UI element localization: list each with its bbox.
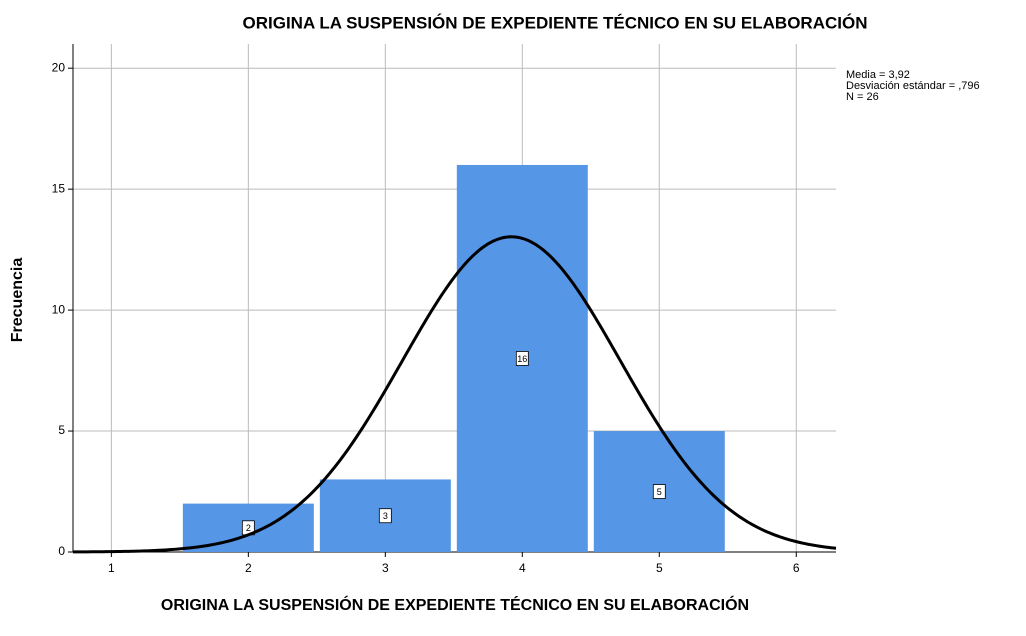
value-label: 3 [383,511,388,521]
y-tick-label: 20 [52,60,66,74]
value-label: 16 [517,354,527,364]
y-tick-label: 0 [58,544,65,558]
x-tick-label: 6 [793,561,800,575]
x-axis-label: ORIGINA LA SUSPENSIÓN DE EXPEDIENTE TÉCN… [160,597,750,614]
x-tick-label: 5 [656,561,663,575]
value-label-box [652,484,666,499]
x-tick-label: 3 [382,561,389,575]
value-label: 2 [246,523,251,533]
stats-text: N = 26 [846,91,879,103]
x-tick-label: 2 [245,561,252,575]
chart-title: ORIGINA LA SUSPENSIÓN DE EXPEDIENTE TÉCN… [243,13,868,32]
stats-text: Desviación estándar = ,796 [846,80,980,92]
value-label-box [515,351,529,366]
y-tick-label: 5 [58,423,65,437]
y-axis-label: Frecuencia [9,258,26,343]
value-label-box [378,508,392,524]
normal-curve [72,235,837,554]
value-label: 5 [657,487,662,497]
x-tick-label: 1 [108,561,115,575]
y-tick-label: 15 [52,181,66,195]
x-tick-label: 4 [519,561,526,575]
stats-text: Media = 3,92 [846,69,910,81]
y-tick-label: 10 [52,302,66,316]
